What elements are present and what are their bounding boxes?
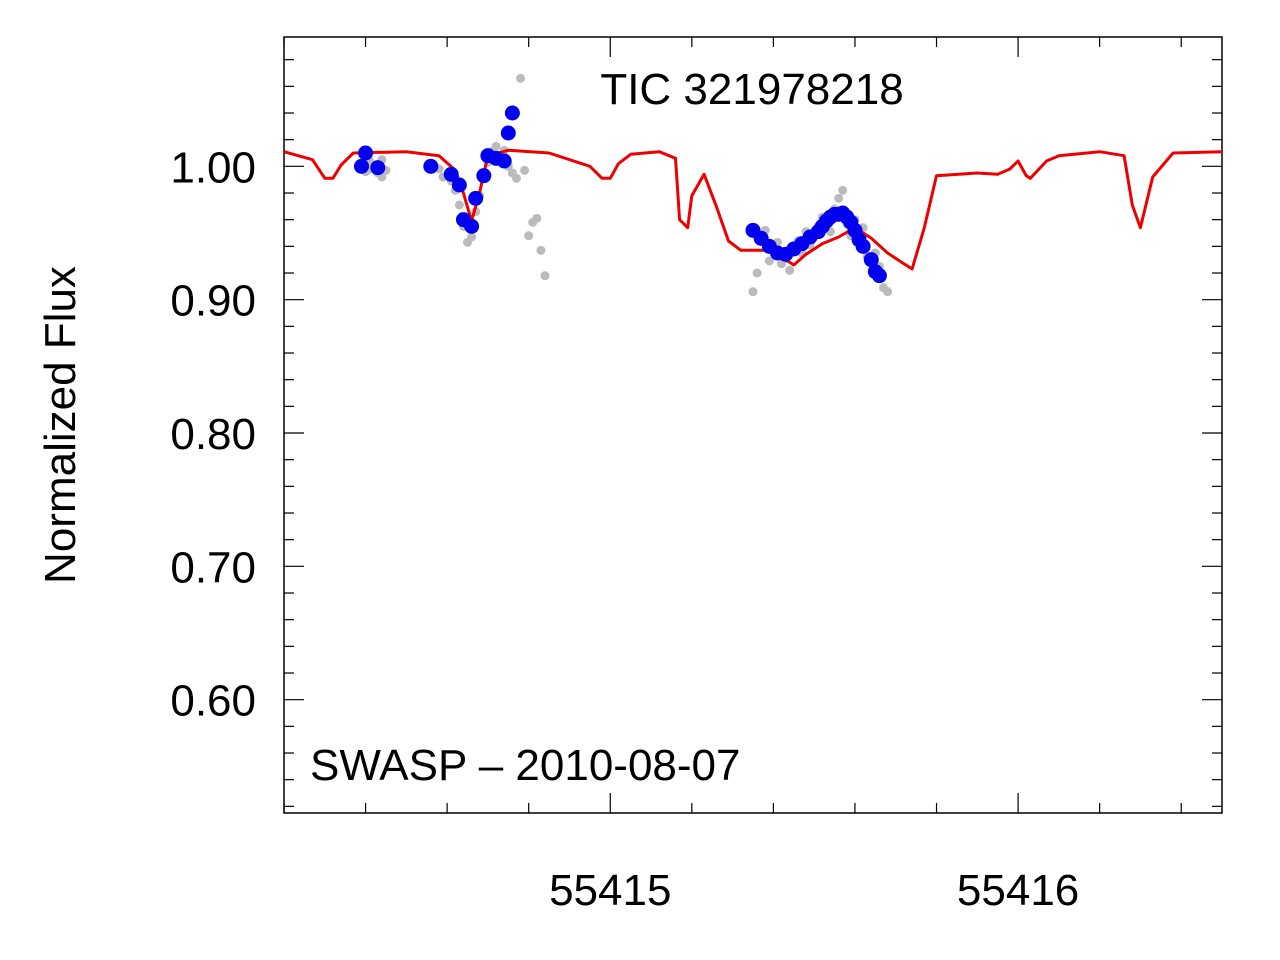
binned-data-point: [443, 166, 459, 182]
raw-data-point: [491, 141, 501, 151]
raw-data-point: [748, 287, 758, 297]
raw-data-point: [454, 200, 464, 210]
binned-data-point: [855, 238, 871, 254]
axis-labels: 55415 55416 0.60 0.70 0.80 0.90 1.00: [170, 143, 1079, 915]
raw-data-point: [516, 73, 526, 83]
binned-data-point: [476, 168, 492, 184]
y-tick-label: 0.90: [170, 277, 256, 326]
chart-annotation: SWASP – 2010-08-07: [310, 741, 740, 790]
raw-data-point: [752, 268, 762, 278]
raw-data-point: [540, 271, 550, 281]
raw-data-point: [467, 232, 477, 242]
binned-data-point: [451, 177, 467, 193]
binned-data-point: [500, 125, 516, 141]
binned-data-point: [496, 153, 512, 169]
raw-data-point: [834, 193, 844, 203]
data-layer: [284, 73, 1222, 297]
raw-data-point: [520, 165, 530, 175]
binned-data-point: [863, 252, 879, 268]
raw-data-point: [785, 265, 795, 275]
binned-data-point: [370, 160, 386, 176]
x-tick-label: 55415: [549, 866, 671, 915]
y-tick-label: 0.70: [170, 543, 256, 592]
y-tick-label: 1.00: [170, 143, 256, 192]
binned-data-point: [504, 105, 520, 121]
raw-data-point: [524, 231, 534, 241]
raw-data-point: [536, 245, 546, 255]
raw-data-point: [883, 287, 893, 297]
raw-data-point: [532, 213, 542, 223]
plot-frame: [283, 36, 1223, 814]
binned-data-point: [468, 190, 484, 206]
model-curve: [284, 148, 1222, 271]
binned-data-point: [464, 218, 480, 234]
x-tick-label: 55416: [957, 866, 1079, 915]
axis-ticks: [283, 37, 1222, 813]
binned-data-point: [871, 268, 887, 284]
chart-title: TIC 321978218: [600, 65, 903, 114]
binned-data-point: [353, 158, 369, 174]
y-axis-label: Normalized Flux: [36, 266, 85, 584]
binned-data-point: [358, 145, 374, 161]
y-tick-label: 0.60: [170, 677, 256, 726]
binned-data-point: [423, 158, 439, 174]
raw-data-point: [838, 185, 848, 195]
y-tick-label: 0.80: [170, 410, 256, 459]
raw-data-point: [511, 173, 521, 183]
raw-data-point: [764, 256, 774, 266]
